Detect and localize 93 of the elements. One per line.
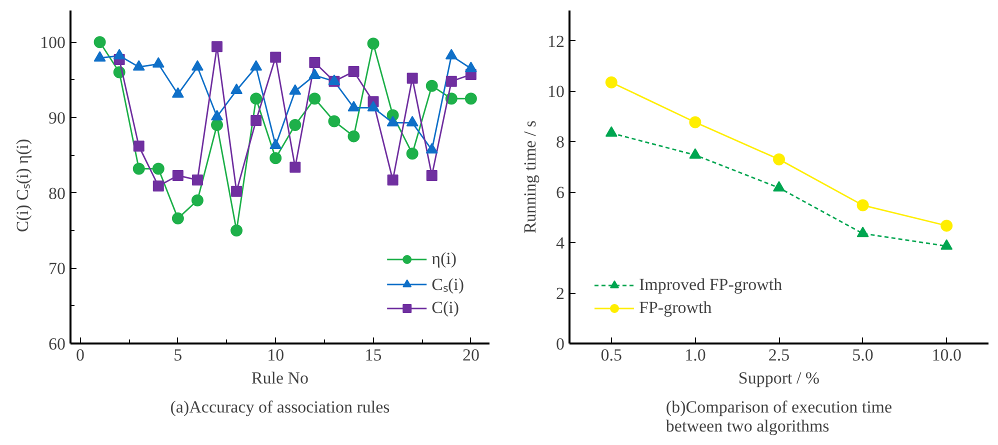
y-tick-label: 4 xyxy=(556,234,565,253)
point xyxy=(386,116,399,126)
point xyxy=(172,87,184,98)
x-tick-label: 10.0 xyxy=(932,346,962,364)
x-tick-label: 10 xyxy=(267,346,284,364)
point xyxy=(289,84,302,95)
point xyxy=(211,110,224,120)
y-tick-label: 10 xyxy=(548,82,564,102)
x-tick-label: 5.0 xyxy=(852,346,874,364)
point xyxy=(230,84,243,94)
x-tick-label: 1.0 xyxy=(684,346,706,364)
point xyxy=(230,224,243,236)
point xyxy=(328,115,340,128)
y-tick-label: 2 xyxy=(556,284,564,304)
point xyxy=(172,212,184,224)
point xyxy=(773,180,785,192)
y-tick-label: 100 xyxy=(40,33,66,52)
point xyxy=(689,148,702,159)
point xyxy=(113,48,126,60)
x-tick-label: 20 xyxy=(462,346,480,364)
legend-label: FP-growth xyxy=(639,298,712,318)
point xyxy=(464,92,477,105)
y-axis-title: Running time / s xyxy=(520,120,540,234)
y-tick-label: 60 xyxy=(48,334,66,354)
x-tick-label: 0 xyxy=(76,346,85,364)
point xyxy=(406,148,418,160)
point xyxy=(426,170,438,181)
point xyxy=(132,162,145,175)
point xyxy=(387,174,398,186)
point xyxy=(270,52,282,63)
point xyxy=(152,162,164,175)
point xyxy=(446,76,457,87)
y-tick-label: 12 xyxy=(548,32,564,51)
point xyxy=(605,126,618,137)
point xyxy=(152,57,164,68)
point xyxy=(270,152,282,164)
point xyxy=(132,60,145,71)
point xyxy=(309,56,320,68)
y-tick-label: 8 xyxy=(556,132,564,152)
legend-label: η(i) xyxy=(432,249,457,269)
point xyxy=(250,92,262,105)
x-axis-title: Rule No xyxy=(251,368,309,388)
point xyxy=(445,48,458,60)
point xyxy=(152,180,164,192)
point xyxy=(250,60,262,71)
point xyxy=(426,143,438,154)
legend-label: Improved FP-growth xyxy=(639,275,782,295)
y-axis-title: C(i) Cₛ(i) η(i) xyxy=(13,138,32,232)
point xyxy=(94,51,106,62)
x-tick-label: 15 xyxy=(364,346,382,364)
point xyxy=(94,36,106,48)
point xyxy=(191,194,204,206)
x-tick-label: 5 xyxy=(174,346,182,364)
point xyxy=(348,130,360,142)
point xyxy=(940,239,953,250)
text: (b)Comparison of execution time between two algorithms xyxy=(666,398,892,436)
point xyxy=(308,68,321,79)
point xyxy=(367,100,380,112)
point xyxy=(191,60,204,71)
point xyxy=(367,38,380,50)
x-tick-label: 0.5 xyxy=(600,346,622,364)
point xyxy=(348,66,360,78)
point xyxy=(270,138,282,150)
point xyxy=(290,162,301,173)
point xyxy=(464,62,477,72)
point xyxy=(231,186,242,197)
point xyxy=(172,170,184,181)
point xyxy=(406,116,418,126)
point xyxy=(250,114,262,126)
point xyxy=(406,72,418,84)
point xyxy=(426,80,438,92)
point xyxy=(856,226,869,238)
point xyxy=(773,153,785,166)
point xyxy=(689,116,702,128)
legend-label: Cₛ(i) xyxy=(432,274,464,295)
y-tick-label: 70 xyxy=(48,259,66,278)
point xyxy=(940,220,953,232)
point xyxy=(212,41,223,52)
y-tick-label: 6 xyxy=(556,183,564,202)
point xyxy=(348,100,360,112)
y-tick-label: 90 xyxy=(48,108,66,128)
y-tick-label: 80 xyxy=(48,184,66,203)
point xyxy=(192,174,203,186)
point xyxy=(133,140,144,152)
x-tick-label: 2.5 xyxy=(768,346,790,364)
legend-label: C(i) xyxy=(432,298,459,318)
point xyxy=(289,119,302,132)
point xyxy=(211,119,224,132)
text: (a)Accuracy of association rules xyxy=(170,398,390,416)
point xyxy=(605,76,618,88)
point xyxy=(308,92,321,105)
x-axis-title: Support / % xyxy=(738,368,820,388)
point xyxy=(856,199,869,212)
